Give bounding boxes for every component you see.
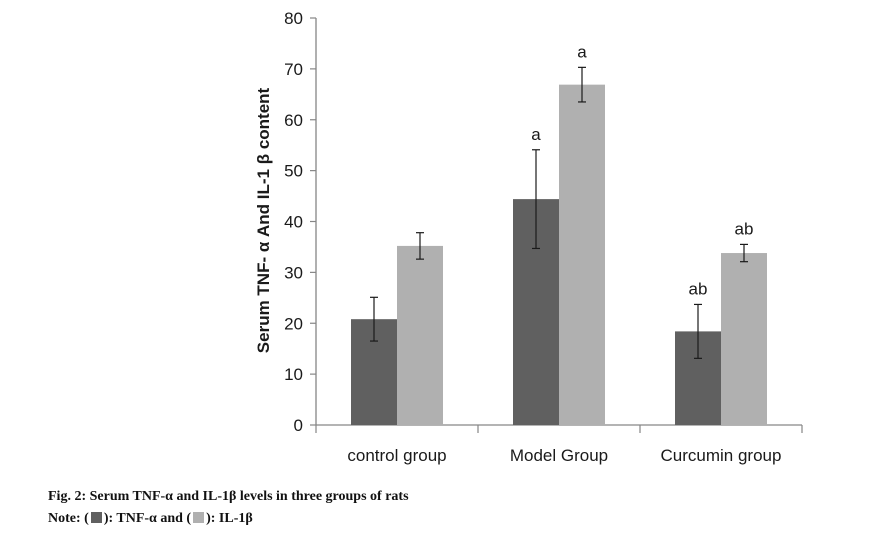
y-tick-label: 40 <box>284 213 303 232</box>
y-tick-label: 50 <box>284 162 303 181</box>
bar-il-1beta <box>559 84 605 426</box>
legend-swatch-tnf <box>90 512 102 523</box>
significance-label: a <box>531 125 541 144</box>
y-tick-label: 20 <box>284 314 303 333</box>
y-tick-label: 10 <box>284 365 303 384</box>
x-category-label: Model Group <box>510 446 608 465</box>
bar-il-1beta <box>721 253 767 425</box>
legend-swatch-il1b <box>193 512 205 523</box>
x-category-label: Curcumin group <box>661 446 782 465</box>
figure-note: Note: ( ): TNF-α and ( ): IL-1β <box>48 511 253 527</box>
x-category-label: control group <box>347 446 446 465</box>
y-axis-title: Serum TNF- α And IL-1 β content <box>254 87 273 353</box>
significance-label: ab <box>689 279 708 298</box>
figure-caption: Fig. 2: Serum TNF-α and IL-1β levels in … <box>48 489 409 504</box>
note-text-tnf: ): TNF-α and ( <box>103 511 192 526</box>
y-tick-label: 70 <box>284 60 303 79</box>
significance-label: a <box>577 42 587 61</box>
bar-chart: 0 10 20 30 40 50 60 70 80 Serum TNF- α And IL-1 β… <box>254 9 803 465</box>
y-tick-label: 30 <box>284 263 303 282</box>
bar-il-1beta <box>397 245 443 425</box>
y-tick-label: 0 <box>294 416 303 435</box>
note-prefix: Note: ( <box>48 511 89 526</box>
note-text-il1b: ): IL-1β <box>206 511 253 526</box>
y-tick-label: 60 <box>284 111 303 130</box>
significance-label: ab <box>735 219 754 238</box>
y-tick-label: 80 <box>284 9 303 28</box>
